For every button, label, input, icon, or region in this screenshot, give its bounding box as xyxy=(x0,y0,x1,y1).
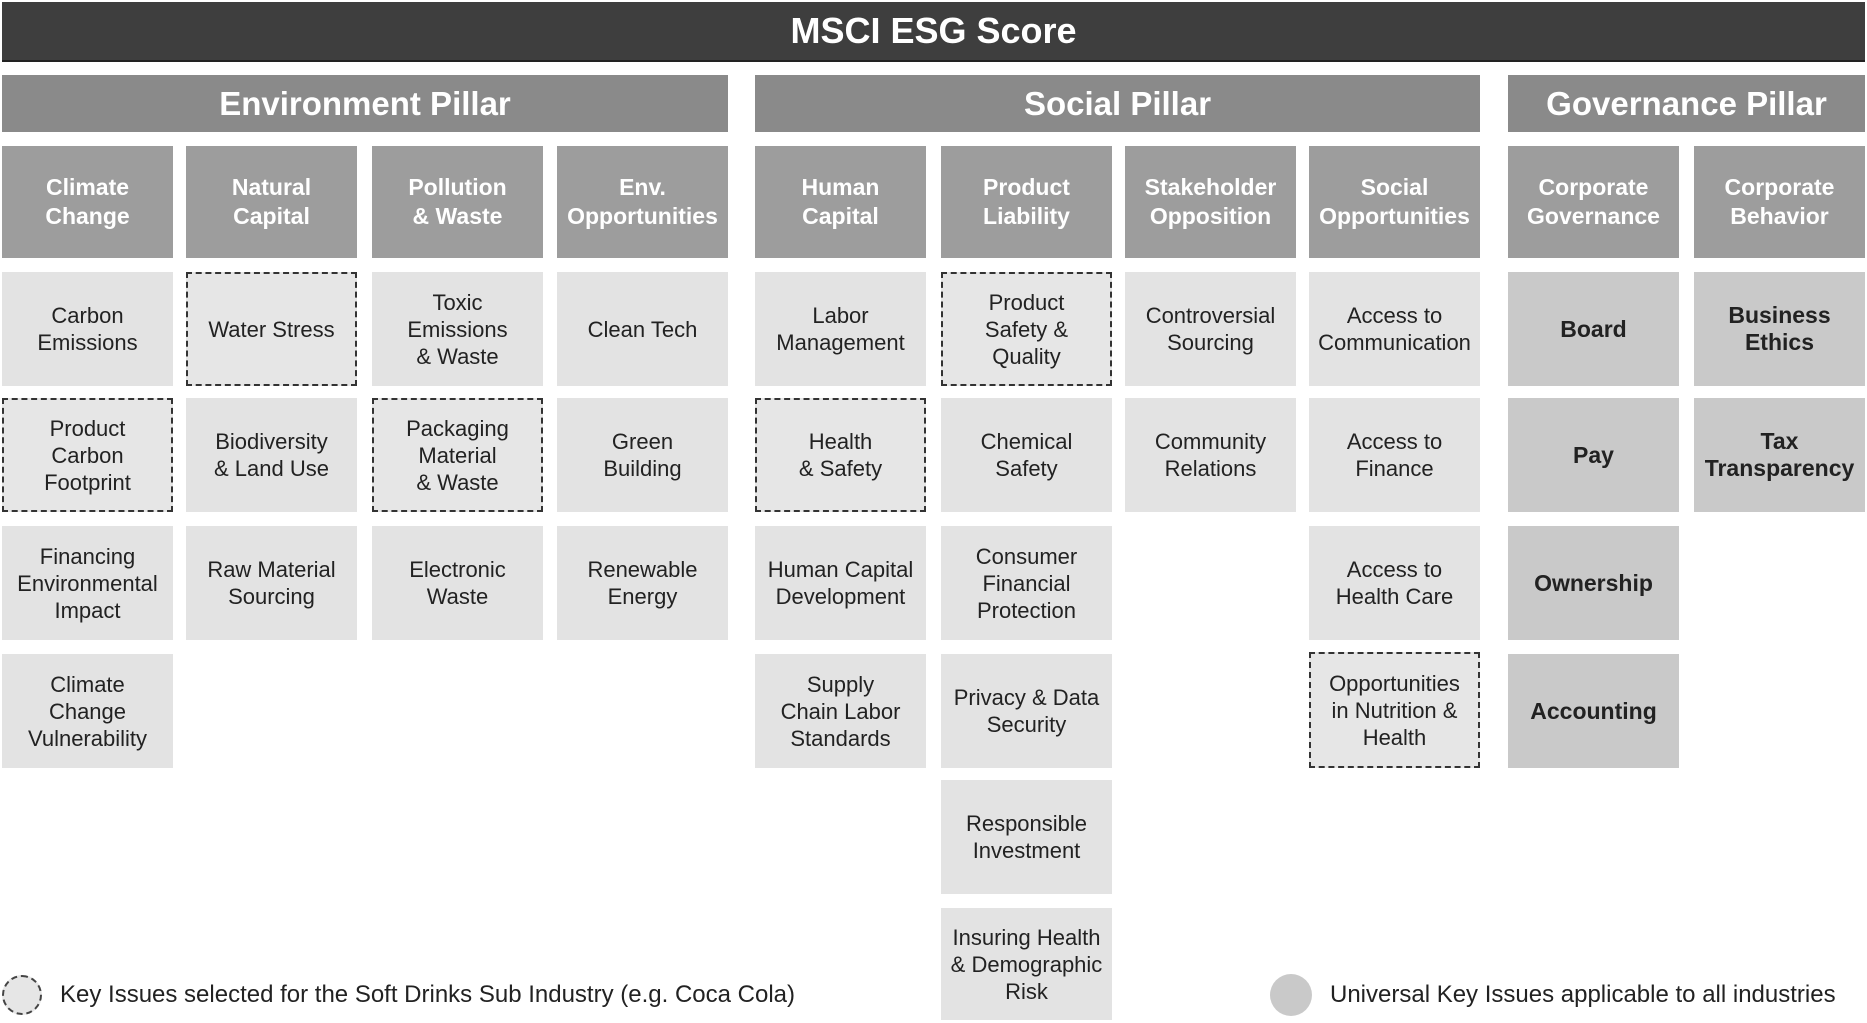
legend-key-issues-selected: Key Issues selected for the Soft Drinks … xyxy=(2,975,795,1015)
social-pillar-header: Social Pillar xyxy=(755,75,1480,132)
issue-clean-tech: Clean Tech xyxy=(557,272,728,386)
issue-insuring-health-demographic-risk: Insuring Health & Demographic Risk xyxy=(941,908,1112,1020)
issue-board: Board xyxy=(1508,272,1679,386)
governance-pillar-header: Governance Pillar xyxy=(1508,75,1865,132)
theme-social-opportunities: Social Opportunities xyxy=(1309,146,1480,258)
issue-product-safety-quality: Product Safety & Quality xyxy=(941,272,1112,386)
issue-climate-change-vulnerability: Climate Change Vulnerability xyxy=(2,654,173,768)
issue-human-capital-development: Human Capital Development xyxy=(755,526,926,640)
legend-universal-key-issues: Universal Key Issues applicable to all i… xyxy=(1270,974,1836,1016)
theme-human-capital: Human Capital xyxy=(755,146,926,258)
issue-business-ethics: Business Ethics xyxy=(1694,272,1865,386)
issue-carbon-emissions: Carbon Emissions xyxy=(2,272,173,386)
issue-privacy-data-security: Privacy & Data Security xyxy=(941,654,1112,768)
issue-toxic-emissions-waste: Toxic Emissions & Waste xyxy=(372,272,543,386)
issue-controversial-sourcing: Controversial Sourcing xyxy=(1125,272,1296,386)
issue-green-building: Green Building xyxy=(557,398,728,512)
issue-opportunities-nutrition-health: Opportunities in Nutrition & Health xyxy=(1309,652,1480,768)
issue-water-stress: Water Stress xyxy=(186,272,357,386)
issue-biodiversity-land-use: Biodiversity & Land Use xyxy=(186,398,357,512)
issue-access-to-health-care: Access to Health Care xyxy=(1309,526,1480,640)
issue-community-relations: Community Relations xyxy=(1125,398,1296,512)
esg-score-title: MSCI ESG Score xyxy=(2,2,1865,62)
issue-supply-chain-labor-standards: Supply Chain Labor Standards xyxy=(755,654,926,768)
environment-pillar-header: Environment Pillar xyxy=(2,75,728,132)
theme-pollution-waste: Pollution & Waste xyxy=(372,146,543,258)
theme-env-opportunities: Env. Opportunities xyxy=(557,146,728,258)
issue-product-carbon-footprint: Product Carbon Footprint xyxy=(2,398,173,512)
issue-chemical-safety: Chemical Safety xyxy=(941,398,1112,512)
issue-access-to-communication: Access to Communication xyxy=(1309,272,1480,386)
issue-packaging-material-waste: Packaging Material & Waste xyxy=(372,398,543,512)
issue-consumer-financial-protection: Consumer Financial Protection xyxy=(941,526,1112,640)
issue-health-safety: Health & Safety xyxy=(755,398,926,512)
issue-pay: Pay xyxy=(1508,398,1679,512)
theme-corporate-behavior: Corporate Behavior xyxy=(1694,146,1865,258)
issue-tax-transparency: Tax Transparency xyxy=(1694,398,1865,512)
theme-product-liability: Product Liability xyxy=(941,146,1112,258)
issue-access-to-finance: Access to Finance xyxy=(1309,398,1480,512)
issue-financing-environmental-impact: Financing Environmental Impact xyxy=(2,526,173,640)
issue-responsible-investment: Responsible Investment xyxy=(941,780,1112,894)
issue-raw-material-sourcing: Raw Material Sourcing xyxy=(186,526,357,640)
dashed-circle-icon xyxy=(2,975,42,1015)
solid-circle-icon xyxy=(1270,974,1312,1016)
legend-solid-label: Universal Key Issues applicable to all i… xyxy=(1330,981,1836,1008)
theme-climate-change: Climate Change xyxy=(2,146,173,258)
issue-renewable-energy: Renewable Energy xyxy=(557,526,728,640)
issue-accounting: Accounting xyxy=(1508,654,1679,768)
issue-labor-management: Labor Management xyxy=(755,272,926,386)
issue-ownership: Ownership xyxy=(1508,526,1679,640)
theme-stakeholder-opposition: Stakeholder Opposition xyxy=(1125,146,1296,258)
theme-natural-capital: Natural Capital xyxy=(186,146,357,258)
theme-corporate-governance: Corporate Governance xyxy=(1508,146,1679,258)
legend-dashed-label: Key Issues selected for the Soft Drinks … xyxy=(60,981,795,1008)
issue-electronic-waste: Electronic Waste xyxy=(372,526,543,640)
